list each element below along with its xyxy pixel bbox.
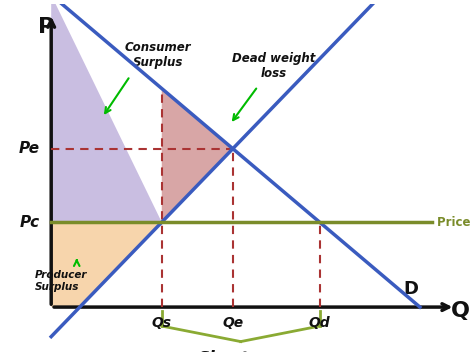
Text: Pe: Pe [18, 141, 40, 156]
Polygon shape [51, 0, 162, 222]
Text: Qe: Qe [222, 316, 243, 330]
Polygon shape [51, 222, 162, 307]
Text: Shortage: Shortage [198, 350, 283, 352]
Text: Qs: Qs [152, 316, 172, 330]
Text: Qd: Qd [309, 316, 330, 330]
Text: Q: Q [451, 301, 470, 321]
Text: Producer
Surplus: Producer Surplus [35, 270, 87, 292]
Text: Price Ceiling: Price Ceiling [437, 216, 474, 229]
Text: Pc: Pc [19, 215, 40, 230]
Text: Consumer
Surplus: Consumer Surplus [125, 41, 191, 69]
Polygon shape [162, 88, 233, 222]
Text: P: P [38, 17, 55, 37]
Text: D: D [403, 280, 418, 298]
Text: Dead weight
loss: Dead weight loss [232, 52, 316, 80]
